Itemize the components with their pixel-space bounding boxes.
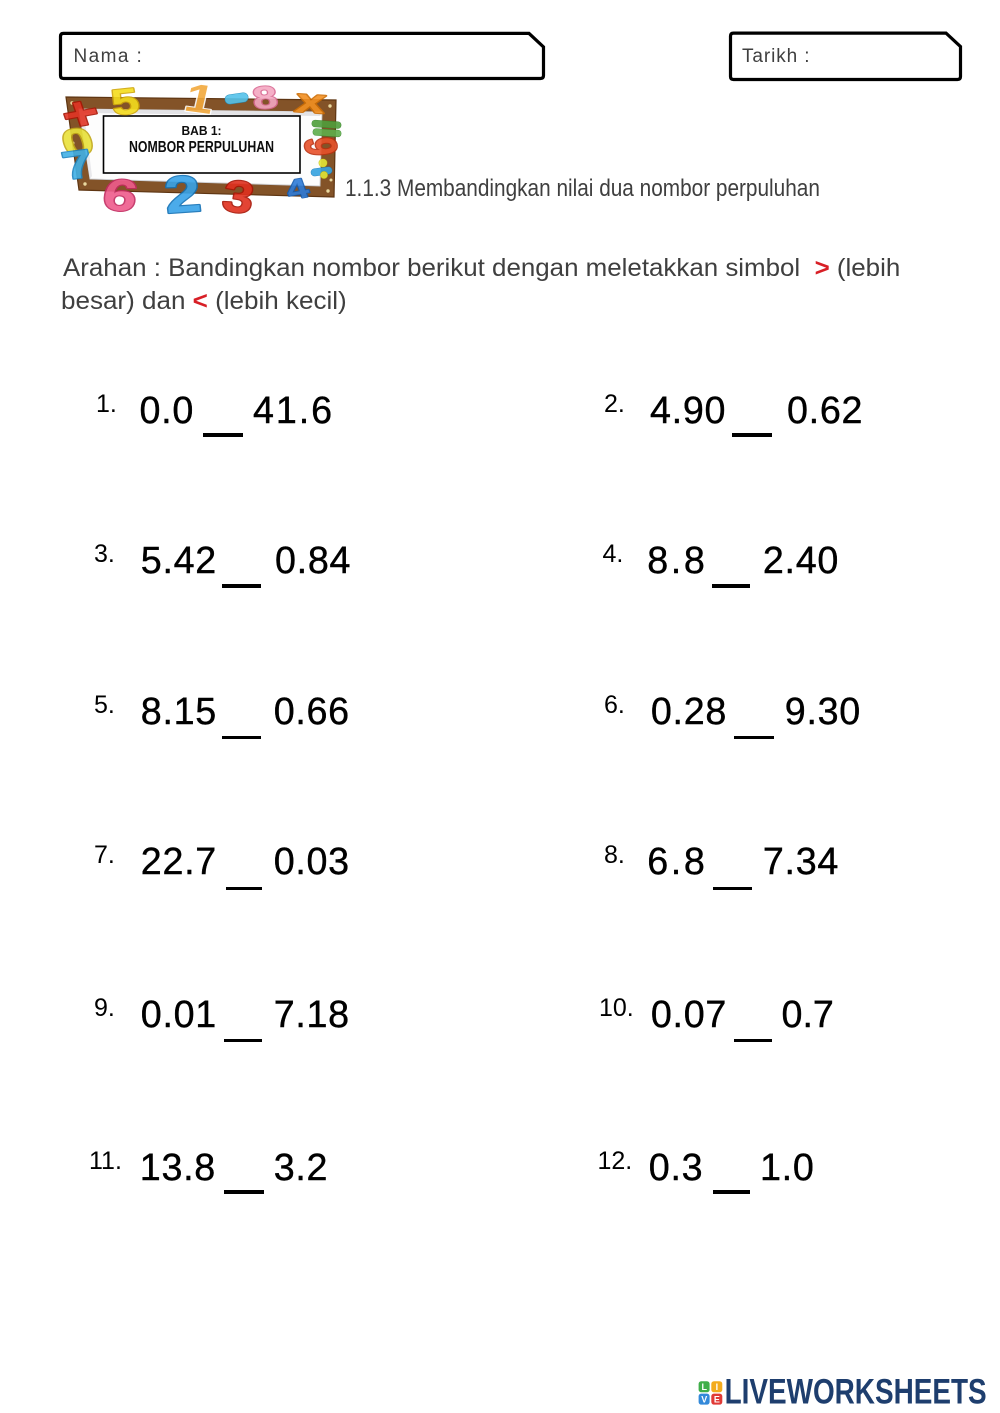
svg-text:L: L bbox=[701, 1382, 707, 1392]
svg-text:x: x bbox=[293, 82, 329, 120]
svg-text:NOMBOR PERPULUHAN: NOMBOR PERPULUHAN bbox=[129, 139, 274, 156]
svg-text:LIVEWORKSHEETS: LIVEWORKSHEETS bbox=[725, 1373, 987, 1412]
svg-text:E: E bbox=[714, 1394, 720, 1404]
svg-text:2: 2 bbox=[162, 165, 204, 224]
svg-text:V: V bbox=[701, 1394, 707, 1404]
svg-text:8: 8 bbox=[250, 80, 280, 116]
svg-text:9: 9 bbox=[294, 136, 345, 157]
svg-text:I: I bbox=[716, 1382, 719, 1392]
svg-text:BAB 1:: BAB 1: bbox=[182, 123, 222, 138]
